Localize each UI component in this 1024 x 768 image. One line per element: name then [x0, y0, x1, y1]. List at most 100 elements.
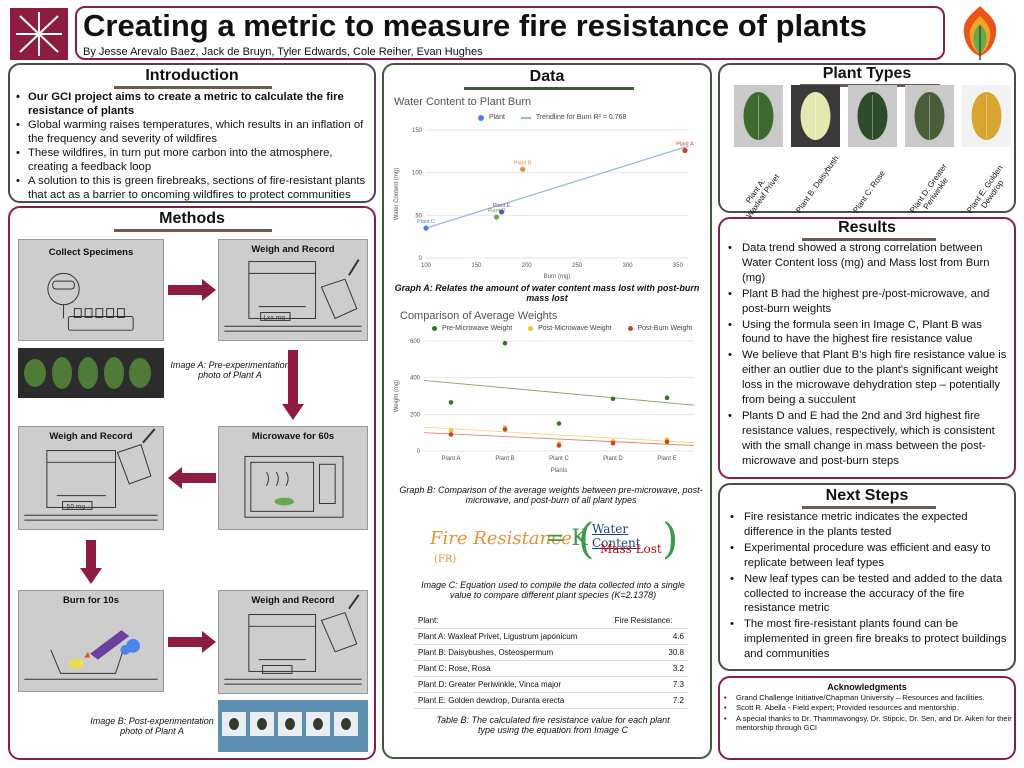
heading-underline — [464, 87, 634, 90]
next-steps-list: Fire resistance metric indicates the exp… — [730, 510, 1012, 663]
arrow-down-icon — [282, 350, 304, 420]
list-item: We believe that Plant B's high fire resi… — [728, 348, 1012, 408]
collect-specimens-sketch — [47, 272, 134, 331]
step-title: Collect Specimens — [48, 247, 134, 258]
x-tick-label: Plant C — [549, 456, 569, 462]
data-point — [502, 427, 508, 432]
trendline — [423, 379, 695, 406]
data-point — [423, 225, 429, 231]
data-point — [664, 395, 670, 401]
list-item: New leaf types can be tested and added t… — [730, 572, 1012, 617]
data-label: Plant E — [493, 203, 511, 209]
equation-lhs: Fire Resistance — [430, 528, 572, 549]
acknowledgments-panel: Acknowledgments Grand Challenge Initiati… — [718, 676, 1016, 760]
x-tick-label: 250 — [572, 263, 583, 269]
table-cell-plant: Plant D: Greater Periwinkle, Vinca major — [414, 676, 611, 693]
equation-constant: = K — [546, 526, 588, 551]
step-weigh-record-2: 50 mg Weigh and Record — [18, 426, 164, 530]
plant-photo — [734, 85, 783, 147]
results-list: Data trend showed a strong correlation b… — [728, 241, 1012, 470]
graph-b-title: Comparison of Average Weights — [400, 310, 558, 322]
y-tick-label: 100 — [412, 171, 423, 177]
data-point — [498, 209, 505, 215]
graph-a-caption: Graph A: Relates the amount of water con… — [394, 283, 700, 303]
x-axis-label: Plants — [551, 468, 568, 474]
arrow-left-icon — [168, 467, 216, 489]
trendline — [423, 426, 695, 444]
table-cell-plant: Plant C: Rose, Rosa — [414, 660, 611, 677]
scale-readout: Lxx mg — [264, 315, 286, 321]
data-point — [520, 166, 526, 172]
plant-photo — [905, 85, 954, 147]
x-tick-label: Plant B — [495, 456, 514, 462]
data-point — [448, 428, 454, 433]
data-label: Plant C — [417, 219, 435, 225]
x-tick-label: 150 — [471, 263, 482, 269]
heading-underline — [114, 86, 272, 89]
equation-paren-open: ( — [578, 514, 595, 563]
data-point — [493, 214, 500, 220]
table-cell-plant: Plant A: Waxleaf Privet, Ligustrum japon… — [414, 628, 611, 645]
results-heading: Results — [838, 219, 896, 236]
plant-photo — [848, 85, 897, 147]
arrow-down-icon — [80, 540, 102, 584]
list-item: Data trend showed a strong correlation b… — [728, 241, 1012, 286]
graph-b-legend: Pre-Microwave Weight Post-Microwave Weig… — [432, 325, 692, 332]
data-label: Plant D — [488, 208, 506, 214]
legend-label: Post-Burn Weight — [637, 325, 693, 332]
table-row: Plant B: Daisybushes, Osteospermum 30.8 — [414, 644, 688, 661]
step-title: Microwave for 60s — [251, 431, 335, 442]
title-banner: Creating a metric to measure fire resist… — [75, 6, 945, 60]
data-point — [448, 400, 454, 405]
plant-photo — [962, 85, 1011, 147]
acknowledgments-list: Grand Challenge Initiative/Chapman Unive… — [724, 693, 1014, 733]
methods-heading: Methods — [159, 210, 225, 227]
table-cell-value: 7.3 — [610, 676, 688, 693]
y-tick-label: 200 — [410, 412, 421, 418]
y-axis-label: Weight (mg) — [394, 380, 400, 413]
equation-denominator: Mass Lost — [600, 542, 662, 556]
image-a-caption: Image A: Pre-experimentation photo of Pl… — [170, 360, 290, 380]
legend-label: Plant — [488, 114, 505, 121]
list-item: Grand Challenge Initiative/Chapman Unive… — [724, 693, 1014, 703]
legend-label: Post-Microwave Weight — [538, 325, 612, 332]
step-title: Weigh and Record — [251, 595, 335, 606]
scale-sketch: Lxx mg — [224, 259, 362, 332]
image-b-post-burn-photo — [218, 700, 368, 752]
scale-readout: 50 mg — [66, 504, 85, 510]
list-item: Fire resistance metric indicates the exp… — [730, 510, 1012, 540]
introduction-panel: Introduction Our GCI project aims to cre… — [8, 63, 376, 203]
graph-b-caption: Graph B: Comparison of the average weigh… — [399, 485, 703, 505]
table-b-caption: Table B: The calculated fire resistance … — [436, 715, 670, 735]
plant-photo — [791, 85, 840, 147]
fire-leaf-icon — [958, 4, 1002, 62]
x-tick-label: Plant E — [657, 456, 676, 462]
data-point — [664, 439, 670, 445]
step-title: Weigh and Record — [251, 244, 335, 255]
data-point — [610, 396, 616, 402]
table-row: Plant E: Golden dewdrop, Duranta erecta … — [414, 692, 688, 709]
data-heading: Data — [529, 68, 565, 85]
list-item: Our GCI project aims to create a metric … — [16, 91, 372, 118]
x-tick-label: 350 — [673, 263, 684, 269]
image-c-caption: Image C: Equation used to compile the da… — [421, 580, 685, 600]
step-microwave: Microwave for 60s — [218, 426, 368, 530]
table-row: Plant A: Waxleaf Privet, Ligustrum japon… — [414, 628, 688, 645]
step-title: Burn for 10s — [63, 595, 119, 606]
scale-sketch: 50 mg — [24, 428, 158, 521]
x-tick-label: 300 — [623, 263, 634, 269]
plant-types-heading: Plant Types — [822, 65, 912, 82]
table-header: Plant: — [414, 613, 611, 629]
list-item: These wildfires, in turn put more carbon… — [16, 147, 372, 174]
y-tick-label: 600 — [410, 339, 421, 345]
scale-sketch — [224, 594, 362, 685]
step-title: Weigh and Record — [49, 431, 133, 442]
image-b-caption: Image B: Post-experimentation photo of P… — [90, 716, 214, 736]
arrow-right-icon — [168, 631, 216, 653]
table-header-row: Plant: Fire Resistance: — [414, 613, 688, 629]
equation-paren-close: ) — [662, 514, 679, 563]
heading-underline — [802, 506, 936, 509]
data-point — [610, 441, 616, 446]
list-item: Plants D and E had the 2nd and 3rd highe… — [728, 409, 1012, 469]
y-tick-label: 400 — [410, 376, 421, 382]
